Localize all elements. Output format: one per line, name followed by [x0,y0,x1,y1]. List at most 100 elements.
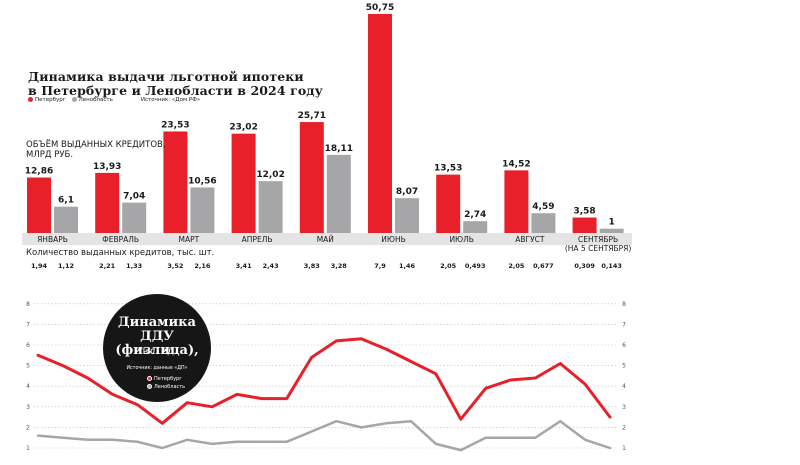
ddu-badge-legend-lo-swatch [147,384,152,389]
count-spb-3: 3,41 [236,262,253,270]
bar-lo-0 [54,206,78,233]
ddu-badge-line1: Динамика [118,315,196,330]
ddu-badge-legend-spb: Петербург [147,376,182,382]
ytick-left-6: 6 [26,342,30,349]
month-label-7: АВГУСТ [515,235,545,244]
bar-lo-5 [395,198,419,233]
bar-spb-2 [163,131,188,233]
loan-volume-bar-chart: 12,86 6,1 ЯНВАРЬ 1,94 1,12 13,93 7,04 ФЕВРАЛЬ 2,… [22,3,632,270]
bar-spb-label-1: 13,93 [93,162,121,172]
ddu-badge-line3: (физлица), [115,343,199,358]
bar-lo-3 [258,181,283,233]
month-label-4: МАЙ [317,235,334,244]
legend-spb: Петербург [28,97,66,103]
ytick-left-7: 7 [26,321,30,328]
ytick-left-3: 3 [26,404,30,411]
legend-lo-swatch [71,97,77,102]
ytick-right-6: 6 [622,342,626,349]
count-spb-7: 2,05 [508,262,525,270]
ytick-left-1: 1 [26,445,30,452]
count-spb-5: 7,9 [374,262,386,270]
count-spb-1: 2,21 [99,262,116,270]
count-spb-2: 3,52 [167,262,183,270]
ytick-right-1: 1 [622,445,626,452]
bar-spb-8 [572,217,597,233]
count-lo-7: 0,677 [533,262,554,270]
ddu-badge-source: Источник: данные «ДП» [126,366,188,371]
legend-spb-swatch [28,97,33,102]
count-spb-6: 2,05 [440,262,457,270]
ytick-left-8: 8 [26,301,30,308]
volume-axis-label: ОБЪЁМ ВЫДАННЫХ КРЕДИТОВ, МЛРД РУБ. [26,140,166,160]
ytick-left-4: 4 [26,383,30,390]
month-label-8-line2: (НА 5 СЕНТЯБРЯ) [565,244,632,253]
chart-title-line2: в Петербурге и Ленобласти в 2024 году [28,83,323,98]
bar-spb-label-7: 14,52 [502,159,530,169]
bar-lo-label-4: 18,11 [325,144,353,154]
month-label-1: ФЕВРАЛЬ [102,235,139,244]
bar-spb-label-3: 23,02 [229,123,257,133]
bar-spb-label-8: 3,58 [573,207,595,217]
ytick-right-8: 8 [622,301,626,308]
chart-title-line1: Динамика выдачи льготной ипотеки [28,69,304,84]
month-label-8: СЕНТЯБРЬ [578,235,618,244]
month-label-0: ЯНВАРЬ [37,235,68,244]
bar-spb-label-0: 12,86 [25,167,53,177]
bar-spb-7 [504,170,529,233]
bar-lo-7 [531,213,556,233]
month-label-2: МАРТ [179,235,200,244]
count-spb-0: 1,94 [31,262,48,270]
ddu-badge-title: Динамика ДДУ (физлица), [103,316,211,358]
month-label-6: ИЮЛЬ [449,235,474,244]
month-axis-band [22,233,632,245]
bar-lo-6 [463,221,488,233]
ddu-badge-legend-spb-label: Петербург [154,376,182,382]
legend: Петербург Ленобласть Источник: «Дом.РФ» [28,97,200,103]
bar-lo-label-7: 4,59 [532,202,554,212]
bar-spb-3 [231,133,256,233]
bar-lo-label-3: 12,02 [256,170,284,180]
month-label-3: АПРЕЛЬ [242,235,273,244]
count-lo-0: 1,12 [58,262,74,270]
count-lo-4: 3,28 [331,262,348,270]
bar-spb-label-5: 50,75 [366,3,394,13]
ytick-right-4: 4 [622,383,626,390]
ddu-badge-legend-lo: Ленобласть [147,384,185,390]
volume-axis-label-line1: ОБЪЁМ ВЫДАННЫХ КРЕДИТОВ, [26,140,166,150]
count-spb-4: 3,83 [304,262,320,270]
legend-spb-label: Петербург [35,97,66,103]
bar-lo-label-5: 8,07 [396,187,418,197]
count-lo-5: 1,46 [399,262,416,270]
bar-lo-2 [190,187,215,233]
legend-lo-label: Ленобласть [78,97,113,103]
bar-lo-label-6: 2,74 [464,210,486,220]
ytick-left-5: 5 [26,363,30,370]
count-lo-6: 0,493 [465,262,486,270]
ytick-right-3: 3 [622,404,626,411]
bar-lo-label-8: 1 [608,218,614,228]
count-spb-8: 0,309 [574,262,595,270]
line-lo [36,419,612,452]
month-label-5: ИЮНЬ [381,235,406,244]
ddu-badge: Динамика ДДУ (физлица), тыс. ед. Источни… [103,294,211,402]
bar-lo-label-1: 7,04 [123,192,145,202]
volume-axis-label-line2: МЛРД РУБ. [26,150,74,160]
bar-lo-4 [326,154,351,233]
count-lo-3: 2,43 [263,262,279,270]
bar-spb-label-6: 13,53 [434,164,462,174]
line-spb [36,337,612,425]
bar-lo-8 [599,228,624,233]
chart-title: Динамика выдачи льготной ипотеки в Петер… [28,70,323,98]
bar-lo-label-2: 10,56 [188,176,216,186]
legend-lo: Ленобласть [71,97,113,103]
ddu-badge-legend-lo-label: Ленобласть [154,384,186,390]
bar-spb-5 [368,14,392,233]
ddu-badge-line2: ДДУ [140,329,174,344]
ytick-left-2: 2 [26,424,30,431]
bar-lo-1 [122,202,147,233]
bar-spb-1 [95,172,120,233]
ytick-right-7: 7 [622,321,626,328]
bar-spb-label-2: 23,53 [161,120,189,130]
bar-spb-label-4: 25,71 [298,111,326,121]
